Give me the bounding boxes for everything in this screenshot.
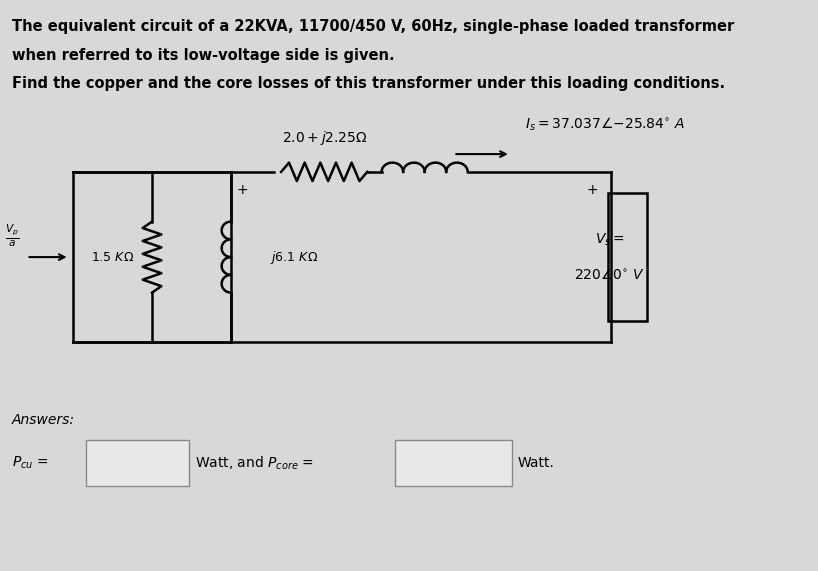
Text: $\frac{V_p}{a}$: $\frac{V_p}{a}$: [5, 222, 20, 249]
Text: $j6.1\ K\Omega$: $j6.1\ K\Omega$: [271, 248, 318, 266]
Text: +: +: [236, 183, 249, 196]
Text: Find the copper and the core losses of this transformer under this loading condi: Find the copper and the core losses of t…: [12, 76, 726, 91]
FancyBboxPatch shape: [394, 440, 512, 486]
Text: Watt.: Watt.: [518, 456, 555, 470]
Text: +: +: [586, 183, 598, 196]
Text: $I_s = 37.037\angle{-25.84}^{\circ}\ A$: $I_s = 37.037\angle{-25.84}^{\circ}\ A$: [525, 115, 685, 133]
Text: $V_s =$: $V_s =$: [595, 231, 624, 248]
Text: The equivalent circuit of a 22KVA, 11700/450 V, 60Hz, single-phase loaded transf: The equivalent circuit of a 22KVA, 11700…: [12, 19, 735, 34]
Text: Answers:: Answers:: [12, 413, 75, 427]
Text: $1.5\ K\Omega$: $1.5\ K\Omega$: [91, 251, 134, 264]
Text: $220\angle{0}^{\circ}\ V$: $220\angle{0}^{\circ}\ V$: [573, 267, 645, 282]
Text: $2.0 + j2.25\Omega$: $2.0 + j2.25\Omega$: [281, 129, 366, 147]
FancyBboxPatch shape: [86, 440, 189, 486]
FancyBboxPatch shape: [608, 193, 647, 321]
Text: when referred to its low-voltage side is given.: when referred to its low-voltage side is…: [12, 47, 395, 63]
Text: Watt, and $P_{core}$ =: Watt, and $P_{core}$ =: [195, 455, 314, 472]
Text: $P_{cu}$ =: $P_{cu}$ =: [12, 455, 49, 471]
